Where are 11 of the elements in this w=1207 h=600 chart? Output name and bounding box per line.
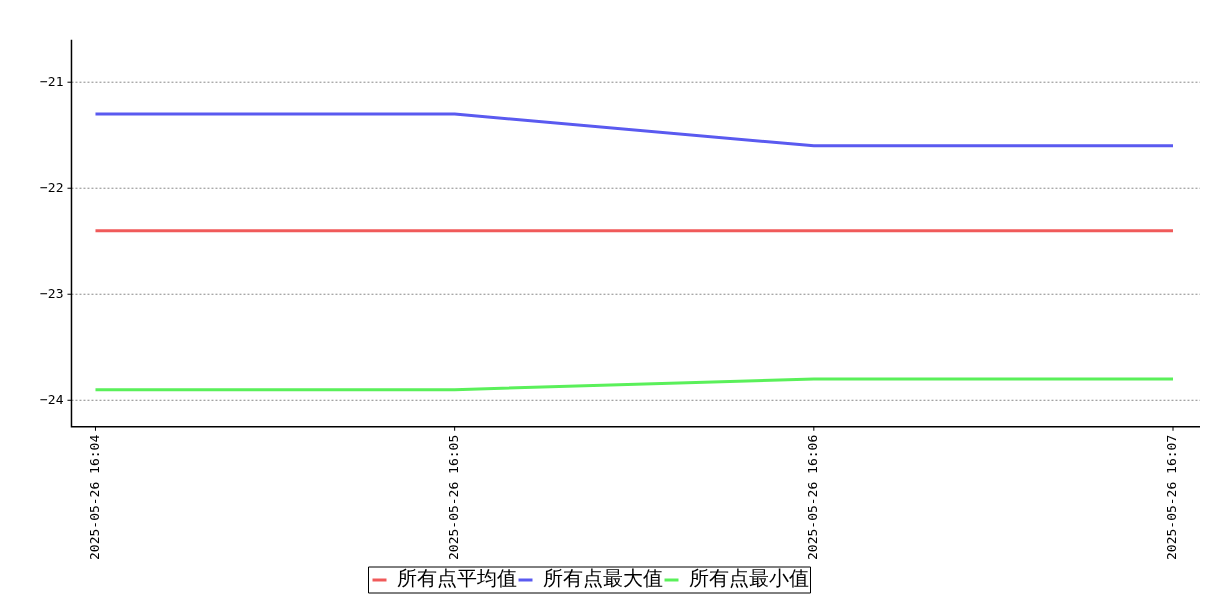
- y-tick-label: −21: [40, 73, 64, 89]
- legend-label: 所有点最小值: [688, 566, 809, 591]
- y-tick-label: −23: [40, 285, 64, 301]
- x-tick-label: 2025-05-26 16:06: [805, 434, 821, 561]
- x-tick-label: 2025-05-26 16:04: [86, 434, 102, 561]
- y-tick-label: −22: [40, 179, 64, 195]
- x-tick-label: 2025-05-26 16:07: [1164, 434, 1180, 561]
- x-tick-label: 2025-05-26 16:05: [446, 434, 462, 561]
- legend-label: 所有点平均值: [396, 566, 517, 591]
- legend-label: 所有点最大值: [542, 566, 663, 591]
- y-tick-label: −24: [40, 391, 64, 407]
